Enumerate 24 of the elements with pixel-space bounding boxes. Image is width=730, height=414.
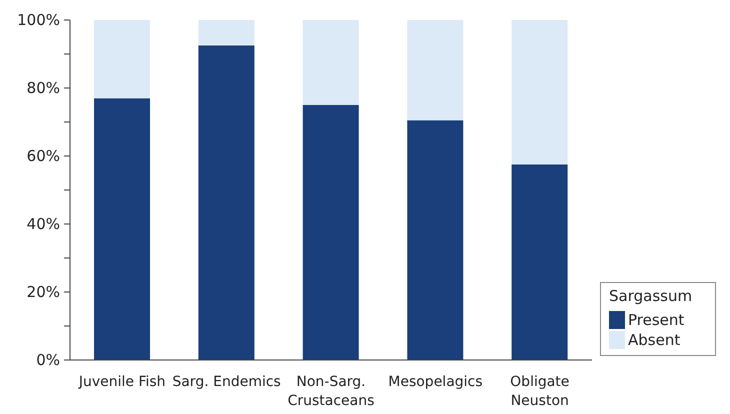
x-tick-label: Sarg. Endemics	[172, 374, 281, 390]
x-tick-label: Obligate Neuston	[510, 374, 570, 409]
bar	[407, 120, 464, 360]
bar	[302, 105, 359, 360]
y-tick-label: 80%	[26, 79, 60, 97]
bar	[198, 46, 254, 360]
y-tick-label: 40%	[26, 215, 60, 233]
bar	[512, 164, 568, 360]
bar	[94, 98, 150, 360]
bar	[302, 20, 359, 105]
bar	[407, 20, 464, 120]
x-tick-label: Juvenile Fish	[78, 374, 166, 390]
legend-label: Absent	[628, 331, 680, 349]
bar	[512, 20, 568, 164]
x-tick-label: Non-Sarg. Crustaceans	[288, 374, 374, 409]
x-tick-label: Mesopelagics	[388, 374, 483, 390]
bar	[198, 20, 254, 46]
y-tick-label: 20%	[26, 283, 60, 301]
y-tick-label: 0%	[36, 351, 60, 369]
legend-label: Present	[628, 311, 684, 329]
y-tick-label: 100%	[17, 11, 60, 29]
legend-title: Sargassum	[609, 287, 694, 305]
y-tick-label: 60%	[26, 147, 60, 165]
bar	[94, 20, 150, 98]
